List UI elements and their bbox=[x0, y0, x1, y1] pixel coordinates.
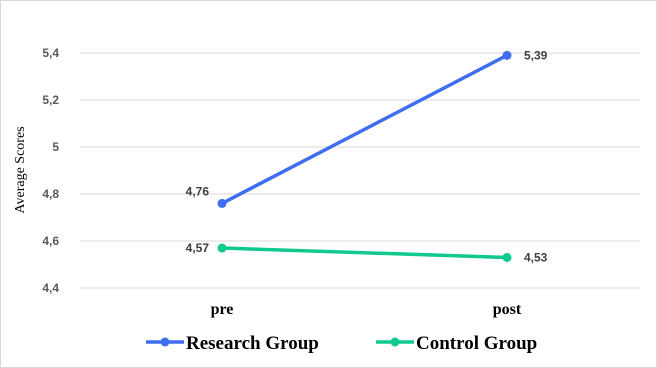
x-axis-categories: pre post bbox=[211, 301, 522, 318]
data-label: 4,57 bbox=[186, 241, 210, 255]
y-tick-label: 5,4 bbox=[42, 46, 59, 60]
y-tick-label: 5 bbox=[52, 140, 59, 154]
y-axis-ticks: 4,4 4,6 4,8 5 5,2 5,4 bbox=[42, 46, 59, 295]
y-tick-label: 4,8 bbox=[42, 187, 59, 201]
data-point bbox=[502, 252, 512, 262]
series-group: 4,76 5,39 4,57 4,53 bbox=[186, 48, 548, 264]
y-tick-label: 4,6 bbox=[42, 234, 59, 248]
series-line bbox=[220, 246, 509, 260]
x-category-label: post bbox=[493, 301, 522, 318]
legend-marker bbox=[390, 337, 400, 347]
data-point bbox=[217, 243, 227, 253]
series-line bbox=[220, 53, 509, 206]
x-category-label: pre bbox=[211, 301, 234, 318]
data-point bbox=[217, 198, 227, 208]
data-label: 4,53 bbox=[524, 250, 548, 264]
y-axis-label: Average Scores bbox=[13, 126, 28, 213]
legend-label: Control Group bbox=[416, 333, 537, 354]
legend: Research Group Control Group bbox=[146, 333, 537, 354]
data-label: 5,39 bbox=[524, 48, 548, 62]
legend-label: Research Group bbox=[186, 333, 319, 354]
legend-marker bbox=[160, 337, 170, 347]
data-label: 4,76 bbox=[186, 184, 210, 198]
data-point bbox=[502, 50, 512, 60]
y-tick-label: 4,4 bbox=[42, 281, 59, 295]
y-tick-label: 5,2 bbox=[42, 93, 59, 107]
gridlines bbox=[80, 52, 640, 289]
